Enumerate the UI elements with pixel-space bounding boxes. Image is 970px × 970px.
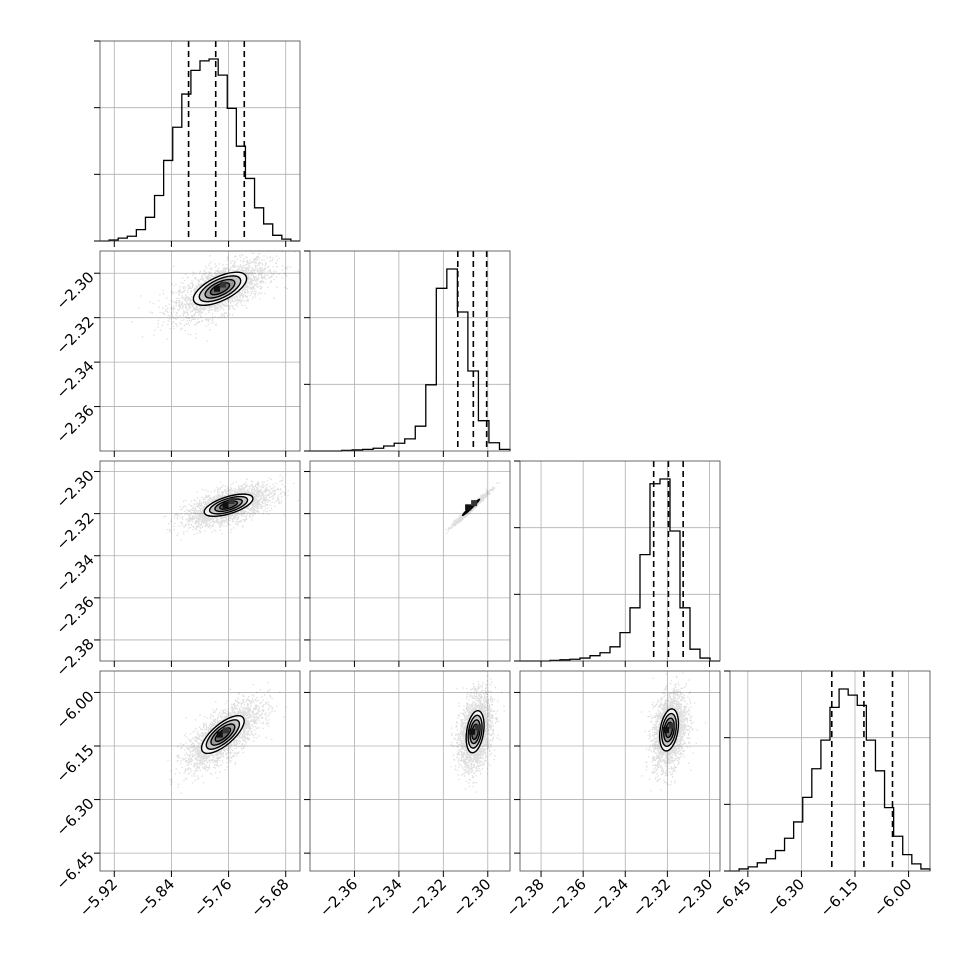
x-tick-label: −5.84 bbox=[133, 875, 178, 920]
panel-background bbox=[100, 671, 300, 871]
scatter-contour-panel: −5.92 −5.84 −5.76 −5.68 −6.45 −6.30 −6.15 −6.00 bbox=[52, 670, 301, 920]
density-layer bbox=[131, 251, 300, 342]
scatter-contour-panel: −2.36−2.34−2.32−2.30 bbox=[304, 670, 511, 920]
density-peak bbox=[465, 504, 472, 511]
scatter-contour-panel: −2.38−2.36−2.34−2.32−2.30 bbox=[52, 460, 301, 680]
y-tick-label: −2.32 bbox=[52, 509, 97, 554]
panel-border bbox=[99, 670, 301, 872]
x-tick-label: −2.30 bbox=[449, 875, 494, 920]
y-tick-label: −2.36 bbox=[52, 401, 97, 446]
density-peak bbox=[471, 500, 478, 507]
density-layer bbox=[445, 481, 500, 534]
x-tick-label: −2.32 bbox=[629, 875, 674, 920]
x-tick-label: −6.45 bbox=[709, 875, 754, 920]
x-tick-label: −2.32 bbox=[405, 875, 450, 920]
histogram-step bbox=[100, 58, 300, 242]
density-peak bbox=[669, 722, 676, 729]
y-tick-label: −6.00 bbox=[52, 687, 97, 732]
density-peak bbox=[228, 498, 235, 505]
density-layer bbox=[167, 681, 287, 794]
y-tick-label: −2.34 bbox=[52, 357, 97, 402]
y-tick-label: −2.34 bbox=[52, 551, 97, 596]
scatter-contour-panel: −2.36−2.34−2.32−2.30 bbox=[52, 250, 301, 457]
panel-border bbox=[729, 670, 931, 872]
density-peak bbox=[216, 731, 223, 738]
panel-background bbox=[310, 251, 510, 451]
x-tick-label: −2.36 bbox=[545, 875, 590, 920]
panel-background bbox=[520, 671, 720, 871]
x-tick-label: −2.34 bbox=[360, 875, 405, 920]
density-layer bbox=[450, 675, 505, 793]
density-peak bbox=[475, 724, 482, 731]
panel-border bbox=[519, 460, 721, 662]
histogram-step bbox=[310, 268, 511, 452]
y-tick-label: −2.38 bbox=[52, 635, 97, 680]
panel-background bbox=[520, 461, 720, 661]
histogram-panel: −6.45 −6.30 −6.15 −6.00 bbox=[709, 670, 931, 920]
density-peak bbox=[220, 281, 226, 288]
scatter-contour-panel: −2.38−2.36−2.34−2.32−2.30 bbox=[503, 670, 721, 920]
panel-border bbox=[519, 670, 721, 872]
x-tick-label: −2.34 bbox=[587, 875, 632, 920]
histogram-step bbox=[730, 688, 931, 872]
x-tick-label: −2.36 bbox=[316, 875, 361, 920]
panel-background bbox=[100, 41, 300, 241]
y-tick-label: −6.30 bbox=[52, 795, 97, 840]
density-peak bbox=[663, 726, 670, 733]
x-tick-label: −2.30 bbox=[671, 875, 716, 920]
x-tick-label: −5.92 bbox=[76, 875, 121, 920]
panel-border bbox=[309, 670, 511, 872]
panel-background bbox=[730, 671, 930, 871]
x-tick-label: −2.38 bbox=[503, 875, 548, 920]
histogram-panel bbox=[304, 250, 511, 457]
x-tick-label: −5.76 bbox=[190, 875, 235, 920]
x-tick-label: −5.68 bbox=[247, 875, 292, 920]
y-tick-label: −2.36 bbox=[52, 593, 97, 638]
y-tick-label: −6.45 bbox=[52, 848, 97, 893]
panel-border bbox=[99, 40, 301, 242]
panel-background bbox=[100, 251, 300, 451]
histogram-panel bbox=[94, 40, 301, 247]
panel-border bbox=[99, 460, 301, 662]
density-layer bbox=[640, 672, 707, 792]
density-peak bbox=[222, 502, 229, 509]
density-peak bbox=[222, 727, 229, 734]
x-tick-label: −6.30 bbox=[763, 875, 808, 920]
histogram-panel bbox=[514, 460, 721, 667]
scatter-contour-panel bbox=[304, 460, 511, 667]
panel-background bbox=[310, 461, 510, 661]
histogram-step bbox=[520, 478, 720, 662]
y-tick-label: −2.30 bbox=[52, 466, 97, 511]
panel-border bbox=[99, 250, 301, 452]
density-peak bbox=[469, 728, 476, 735]
panel-border bbox=[309, 460, 511, 662]
density-layer bbox=[163, 474, 299, 541]
x-tick-label: −6.00 bbox=[870, 875, 915, 920]
y-tick-label: −6.15 bbox=[52, 741, 97, 786]
panel-border bbox=[309, 250, 511, 452]
x-tick-label: −6.15 bbox=[817, 875, 862, 920]
y-tick-label: −2.30 bbox=[52, 268, 97, 313]
panel-background bbox=[310, 671, 510, 871]
y-tick-label: −2.32 bbox=[52, 313, 97, 358]
panel-background bbox=[100, 461, 300, 661]
density-peak bbox=[214, 285, 220, 292]
